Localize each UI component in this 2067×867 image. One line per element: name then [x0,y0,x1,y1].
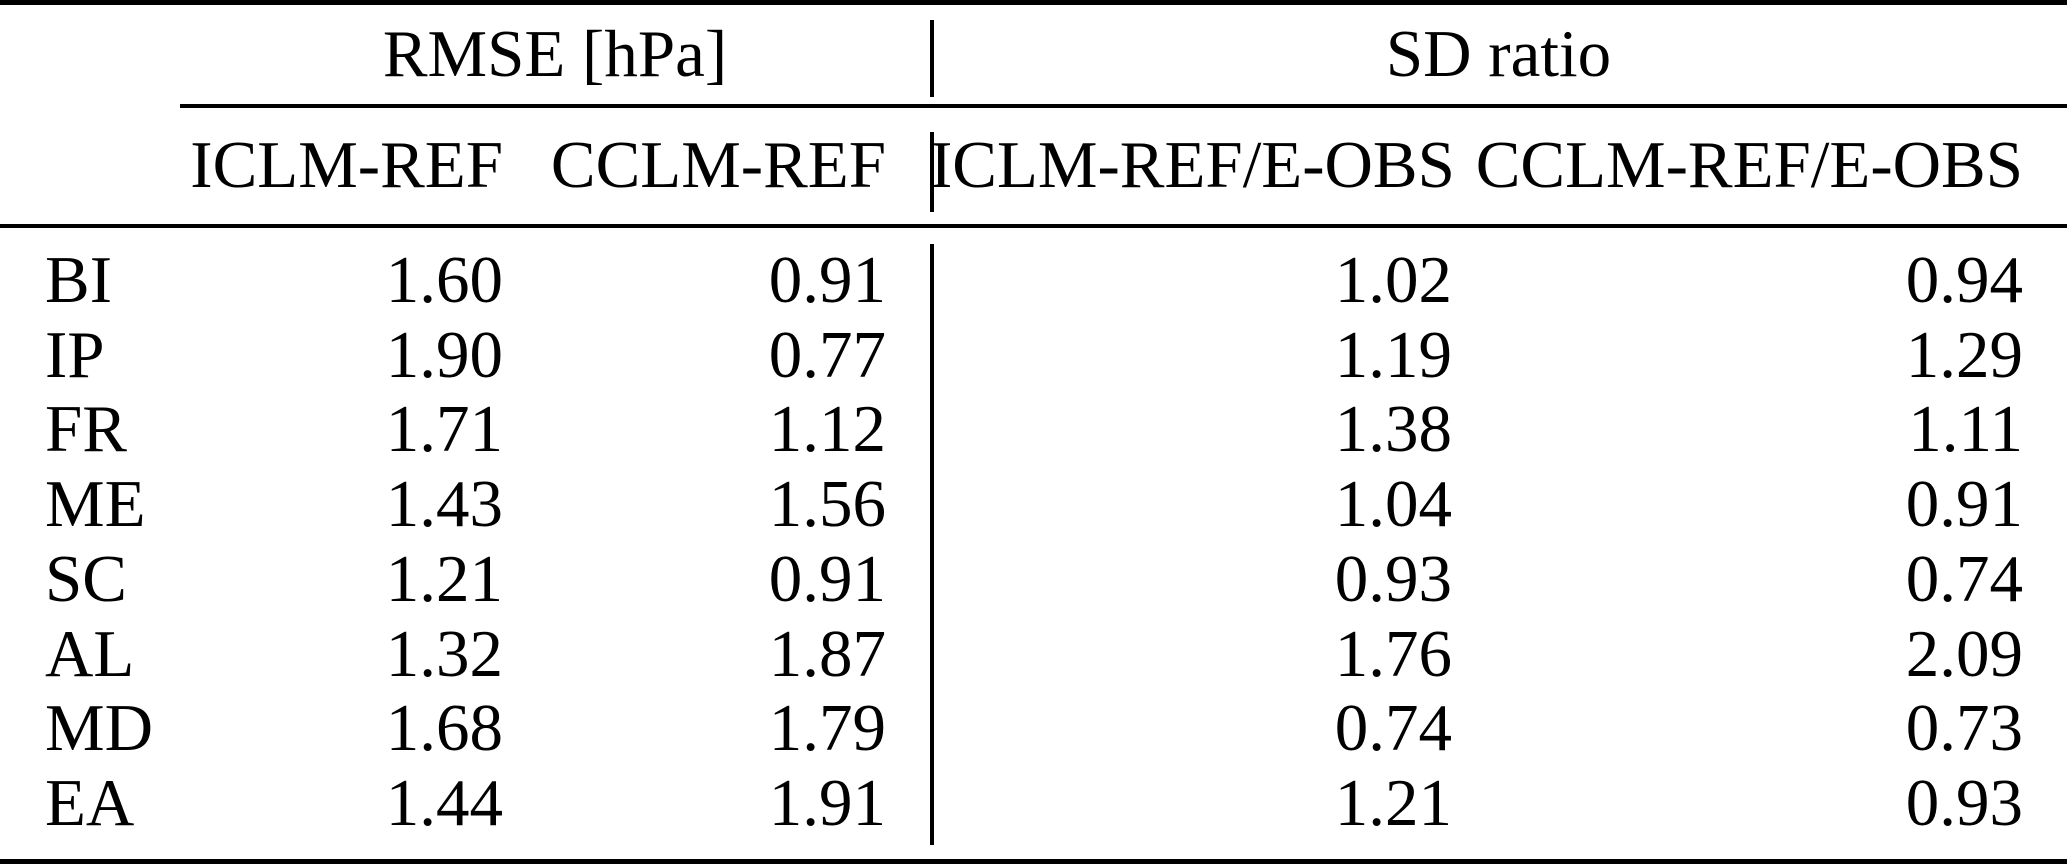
row-label: ME [45,467,146,541]
cell: 0.74 [1334,691,1452,765]
cell: 1.12 [768,392,886,466]
cell: 1.90 [385,318,503,392]
cell: 1.60 [385,243,503,317]
cell: 1.71 [385,392,503,466]
cell: 1.87 [768,617,886,691]
cell: 0.73 [1905,691,2023,765]
cell: 1.76 [1334,617,1452,691]
row-label: AL [45,617,135,691]
cell: 1.29 [1905,318,2023,392]
cell: 0.77 [768,318,886,392]
table-top-rule [0,0,2067,5]
group-divider-line [930,20,934,97]
cell: 1.79 [768,691,886,765]
cell: 0.93 [1905,766,2023,840]
cell: 1.91 [768,766,886,840]
cell: 0.91 [768,243,886,317]
cell: 0.91 [1905,467,2023,541]
column-header-iclm-ref-e-obs: ICLM-REF/E-OBS [930,128,1455,202]
cell: 1.56 [768,467,886,541]
cell: 1.38 [1334,392,1452,466]
column-header-rule [0,224,2067,228]
row-label: SC [45,542,127,616]
cell: 1.21 [1334,766,1452,840]
column-header-cclm-ref: CCLM-REF [550,128,886,202]
cell: 0.94 [1905,243,2023,317]
row-label: BI [45,243,112,317]
cell: 0.74 [1905,542,2023,616]
column-header-cclm-ref-e-obs: CCLM-REF/E-OBS [1475,128,2023,202]
row-label: FR [45,392,127,466]
column-header-iclm-ref: ICLM-REF [190,128,503,202]
cell: 1.21 [385,542,503,616]
cell: 1.19 [1334,318,1452,392]
cell: 0.93 [1334,542,1452,616]
column-group-header-rmse: RMSE [hPa] [382,17,728,91]
cell: 1.02 [1334,243,1452,317]
column-group-header-sd-ratio: SD ratio [1385,17,1612,91]
cell: 1.32 [385,617,503,691]
group-divider-line [930,244,934,845]
row-label: MD [45,691,153,765]
cell: 2.09 [1905,617,2023,691]
group-header-rule [180,104,2067,108]
group-divider-line [930,132,934,212]
cell: 1.68 [385,691,503,765]
row-label: EA [45,766,135,840]
cell: 1.04 [1334,467,1452,541]
table-bottom-rule [0,859,2067,864]
cell: 1.11 [1908,392,2023,466]
row-label: IP [45,318,105,392]
cell: 1.43 [385,467,503,541]
cell: 1.44 [385,766,503,840]
cell: 0.91 [768,542,886,616]
